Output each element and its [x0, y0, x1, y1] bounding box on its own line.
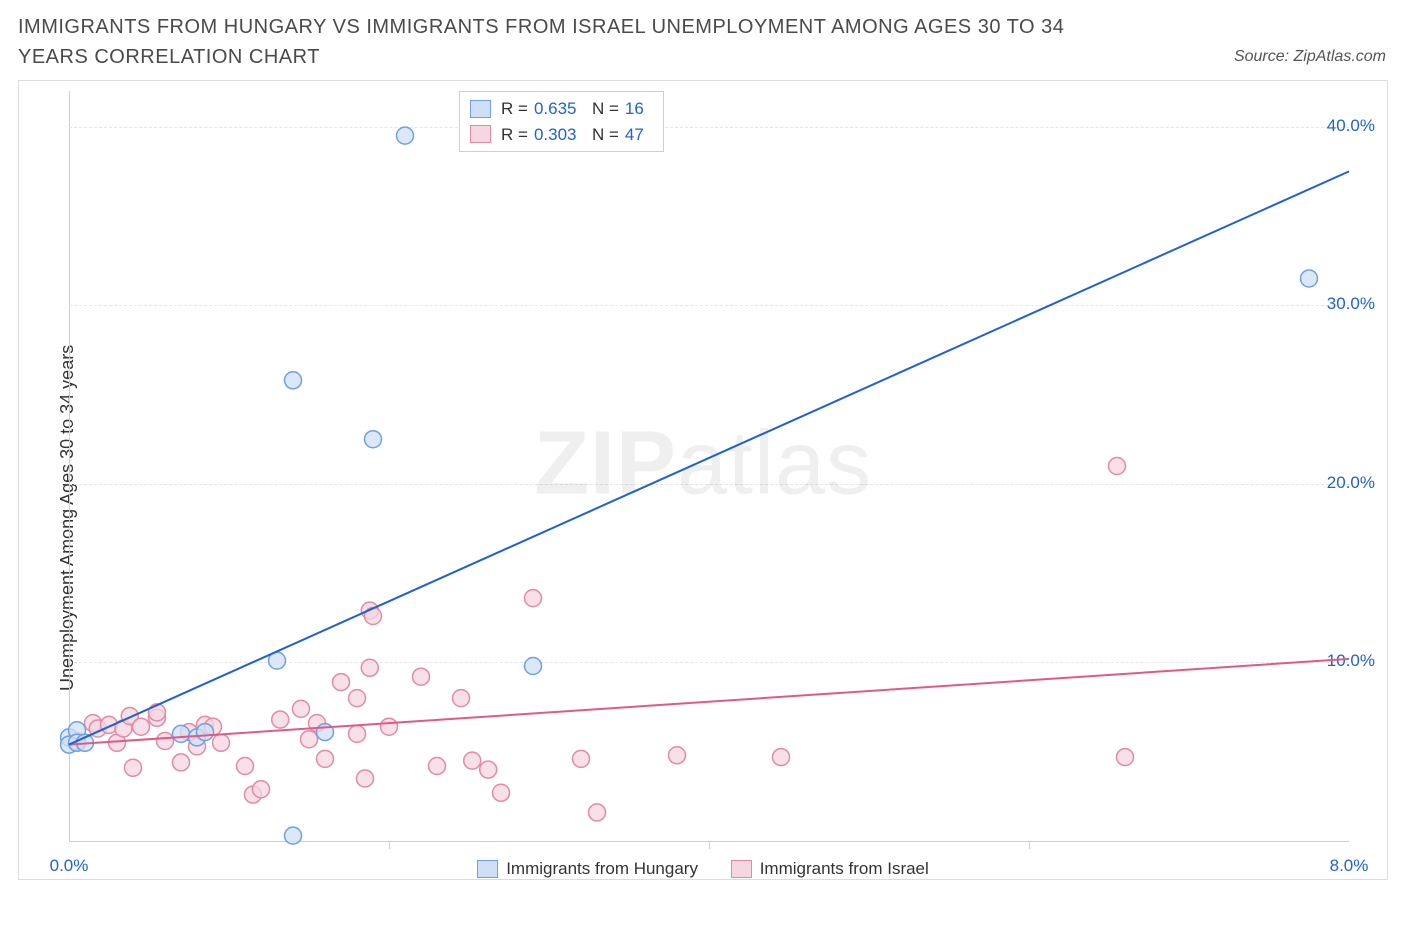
scatter-point-hungary: [1301, 270, 1318, 287]
scatter-point-israel: [333, 674, 350, 691]
scatter-point-israel: [480, 761, 497, 778]
scatter-point-israel: [669, 747, 686, 764]
scatter-point-hungary: [285, 827, 302, 844]
swatch-israel: [470, 125, 491, 143]
scatter-point-israel: [293, 700, 310, 717]
scatter-point-hungary: [525, 658, 542, 675]
scatter-point-israel: [157, 733, 174, 750]
scatter-point-israel: [493, 784, 510, 801]
x-tick: [709, 841, 710, 849]
scatter-point-israel: [213, 734, 230, 751]
n-value-hungary: 16: [625, 96, 653, 122]
r-label-israel: R =: [501, 122, 528, 148]
scatter-point-israel: [453, 690, 470, 707]
n-label-hungary: N =: [592, 96, 619, 122]
scatter-point-hungary: [365, 431, 382, 448]
scatter-point-israel: [361, 659, 378, 676]
legend-row-israel: R = 0.303 N = 47: [470, 122, 653, 148]
scatter-point-israel: [429, 758, 446, 775]
source-attribution: Source: ZipAtlas.com: [1234, 48, 1386, 66]
chart-frame: Unemployment Among Ages 30 to 34 years 1…: [18, 80, 1388, 880]
regression-line-israel: [69, 659, 1349, 745]
footer-swatch-israel: [731, 860, 752, 878]
scatter-point-hungary: [173, 725, 190, 742]
chart-title: IMMIGRANTS FROM HUNGARY VS IMMIGRANTS FR…: [18, 12, 1118, 72]
scatter-point-israel: [349, 725, 366, 742]
scatter-point-israel: [464, 752, 481, 769]
source-name: ZipAtlas.com: [1294, 48, 1386, 65]
r-value-israel: 0.303: [534, 122, 586, 148]
scatter-point-israel: [125, 759, 142, 776]
scatter-point-israel: [301, 731, 318, 748]
x-tick: [1029, 841, 1030, 849]
scatter-point-hungary: [197, 724, 214, 741]
scatter-point-israel: [573, 750, 590, 767]
scatter-point-hungary: [285, 372, 302, 389]
scatter-point-israel: [149, 704, 166, 721]
source-prefix: Source:: [1234, 48, 1294, 65]
footer-label-hungary: Immigrants from Hungary: [506, 859, 698, 879]
scatter-point-israel: [381, 718, 398, 735]
scatter-point-israel: [133, 718, 150, 735]
x-tick: [389, 841, 390, 849]
scatter-point-israel: [272, 711, 289, 728]
footer-label-israel: Immigrants from Israel: [760, 859, 929, 879]
regression-line-hungary: [69, 171, 1349, 744]
scatter-point-israel: [1117, 749, 1134, 766]
legend-stats-box: R = 0.635 N = 16 R = 0.303 N = 47: [459, 91, 664, 152]
scatter-point-israel: [253, 781, 270, 798]
footer-legend: Immigrants from Hungary Immigrants from …: [19, 859, 1387, 883]
scatter-point-israel: [589, 804, 606, 821]
scatter-point-hungary: [397, 127, 414, 144]
swatch-hungary: [470, 100, 491, 118]
legend-row-hungary: R = 0.635 N = 16: [470, 96, 653, 122]
plot-svg: [69, 91, 1349, 841]
scatter-point-israel: [173, 754, 190, 771]
scatter-point-israel: [357, 770, 374, 787]
scatter-point-israel: [349, 690, 366, 707]
chart-container: IMMIGRANTS FROM HUNGARY VS IMMIGRANTS FR…: [0, 0, 1406, 930]
scatter-point-israel: [773, 749, 790, 766]
footer-swatch-hungary: [477, 860, 498, 878]
footer-legend-hungary: Immigrants from Hungary: [477, 859, 698, 879]
n-label-israel: N =: [592, 122, 619, 148]
r-label-hungary: R =: [501, 96, 528, 122]
n-value-israel: 47: [625, 122, 653, 148]
scatter-point-israel: [237, 758, 254, 775]
scatter-point-israel: [413, 668, 430, 685]
scatter-point-israel: [525, 590, 542, 607]
footer-legend-israel: Immigrants from Israel: [731, 859, 929, 879]
scatter-point-israel: [317, 750, 334, 767]
scatter-point-israel: [1109, 458, 1126, 475]
r-value-hungary: 0.635: [534, 96, 586, 122]
